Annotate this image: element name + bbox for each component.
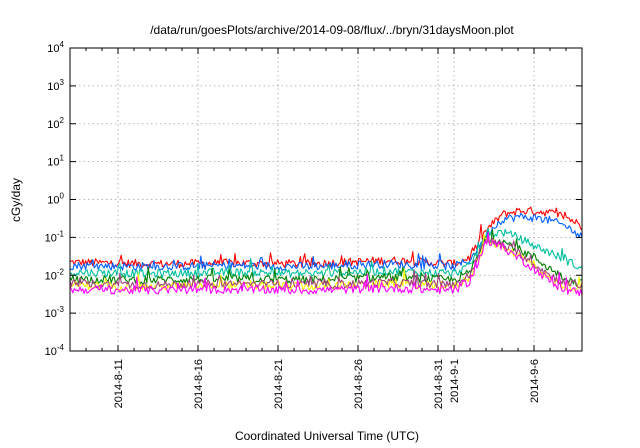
chart-title: /data/run/goesPlots/archive/2014-09-08/f… (150, 23, 514, 37)
x-tick-label: 2014-8-26 (353, 359, 365, 409)
y-tick-label: 10-1 (45, 229, 65, 244)
series-line (69, 227, 583, 279)
y-axis-label: cGy/day (9, 178, 23, 222)
y-tick-label: 10-3 (45, 305, 65, 320)
series-line (69, 231, 583, 297)
x-tick-label: 2014-8-31 (433, 359, 445, 409)
series-line (69, 228, 583, 287)
y-tick-label: 10-2 (45, 267, 65, 282)
x-tick-label: 2014-8-16 (193, 359, 205, 409)
x-tick-label: 2014-8-11 (113, 359, 125, 408)
y-tick-label: 102 (47, 116, 64, 131)
grid (70, 48, 582, 351)
series-line (69, 237, 583, 290)
y-tick-label: 101 (47, 154, 64, 169)
y-tick-label: 100 (47, 192, 64, 207)
x-tick-label: 2014-9-1 (449, 359, 461, 403)
x-tick-label: 2014-8-21 (273, 359, 285, 409)
y-tick-label: 10-4 (45, 343, 65, 358)
x-tick-label: 2014-9-6 (529, 359, 541, 403)
series-layer (69, 206, 583, 297)
y-tick-label: 104 (47, 40, 64, 55)
series-line (69, 212, 583, 272)
x-axis-label: Coordinated Universal Time (UTC) (235, 429, 419, 443)
y-tick-label: 103 (47, 78, 64, 93)
ticks: 10-4 10-3 10-2 10-1 100 101 102 103 104 2014-8-11… (45, 40, 583, 409)
